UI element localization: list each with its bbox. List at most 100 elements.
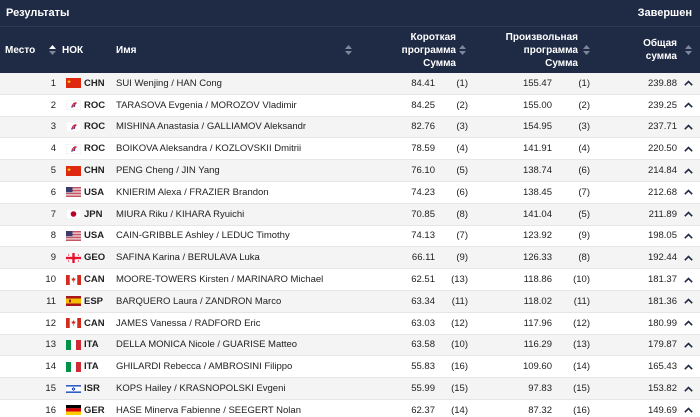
column-header-short-program[interactable]: Короткая программа Сумма	[355, 27, 456, 73]
chevron-up-icon[interactable]	[677, 167, 700, 174]
short-program-rank: (11)	[451, 295, 468, 307]
table-row[interactable]: 15 ISR KOPS Hailey / KRASNOPOLSKI Evgeni…	[0, 378, 700, 400]
short-program-score: 84.25	[411, 99, 435, 111]
column-header-total[interactable]: Общая сумма	[594, 27, 677, 73]
chevron-up-icon[interactable]	[677, 146, 700, 152]
athlete-name[interactable]: KNIERIM Alexa / FRAZIER Brandon	[116, 186, 269, 198]
athlete-name[interactable]: MOORE-TOWERS Kirsten / MARINARO Michael	[116, 274, 324, 286]
free-program-rank: (1)	[578, 77, 590, 89]
chevron-up-icon[interactable]	[677, 233, 700, 239]
table-row[interactable]: 4 ROC BOIKOVA Aleksandra / KOZLOVSKII Dm…	[0, 138, 700, 161]
athlete-name[interactable]: GHILARDI Rebecca / AMBROSINI Filippo	[116, 361, 293, 373]
short-program-rank: (13)	[451, 274, 468, 286]
athlete-name[interactable]: JAMES Vanessa / RADFORD Eric	[116, 317, 261, 329]
athlete-name[interactable]: MIURA Riku / KIHARA Ryuichi	[116, 208, 245, 220]
sort-arrows-icon[interactable]	[458, 45, 466, 55]
rank-cell: 8	[50, 230, 56, 242]
chevron-up-icon[interactable]	[677, 124, 700, 130]
short-program-score: 63.34	[411, 295, 435, 307]
athlete-name[interactable]: SAFINA Karina / BERULAVA Luka	[116, 252, 260, 264]
chevron-up-icon[interactable]	[677, 102, 700, 108]
free-program-score: 141.04	[522, 208, 552, 220]
short-program-rank: (14)	[451, 404, 468, 416]
sort-arrows-icon[interactable]	[345, 45, 352, 55]
athlete-name[interactable]: TARASOVA Evgenia / MOROZOV Vladimir	[116, 99, 297, 111]
table-row[interactable]: 11 ESP BARQUERO Laura / ZANDRON Marco 63…	[0, 290, 700, 313]
table-row[interactable]: 7 JPN MIURA Riku / KIHARA Ryuichi 70.85 …	[0, 203, 700, 226]
free-program-sort[interactable]	[578, 27, 594, 73]
table-row[interactable]: 9 GEO SAFINA Karina / BERULAVA Luka 66.1…	[0, 247, 700, 270]
chevron-up-icon[interactable]	[677, 211, 700, 217]
short-program-score: 84.41	[411, 77, 435, 89]
noc-cell: GEO	[58, 252, 110, 263]
short-program-score: 55.99	[411, 383, 435, 395]
chevron-up-icon[interactable]	[677, 385, 700, 392]
chevron-up-icon[interactable]	[677, 255, 700, 261]
free-program-score: 109.60	[522, 361, 552, 373]
rank-cell: 12	[45, 317, 56, 329]
table-row[interactable]: 2 ROC TARASOVA Evgenia / MOROZOV Vladimi…	[0, 94, 700, 117]
sort-arrows-icon[interactable]	[49, 45, 56, 55]
free-program-score: 116.29	[523, 339, 552, 351]
noc-cell: ESP	[58, 296, 110, 307]
table-row[interactable]: 14 ITA GHILARDI Rebecca / AMBROSINI Fili…	[0, 356, 700, 379]
athlete-name[interactable]: KOPS Hailey / KRASNOPOLSKI Evgeni	[116, 383, 286, 395]
free-program-score: 138.45	[522, 186, 552, 198]
table-row[interactable]: 8 USA CAIN-GRIBBLE Ashley / LEDUC Timoth…	[0, 225, 700, 248]
results-table-body: 1 CHN SUI Wenjing / HAN Cong 84.41 (1) 1…	[0, 73, 700, 417]
short-program-score: 55.83	[411, 361, 435, 373]
short-program-score: 62.37	[411, 404, 435, 416]
table-row[interactable]: 12 CAN JAMES Vanessa / RADFORD Eric 63.0…	[0, 312, 700, 335]
roc-flag-icon	[66, 121, 81, 132]
chevron-up-icon[interactable]	[677, 276, 700, 283]
total-sort[interactable]	[677, 27, 700, 73]
athlete-name[interactable]: BOIKOVA Aleksandra / KOZLOVSKII Dmitrii	[116, 143, 302, 155]
total-label-1: Общая	[643, 38, 677, 49]
noc-code: USA	[84, 186, 105, 198]
chevron-up-icon[interactable]	[677, 298, 700, 305]
short-program-rank: (1)	[456, 77, 468, 89]
chevron-up-icon[interactable]	[677, 80, 700, 87]
athlete-name[interactable]: PENG Cheng / JIN Yang	[116, 165, 220, 177]
noc-cell: ROC	[58, 100, 110, 111]
short-program-sort[interactable]	[456, 27, 468, 73]
table-row[interactable]: 13 ITA DELLA MONICA Nicole / GUARISE Mat…	[0, 334, 700, 357]
chevron-up-icon[interactable]	[677, 342, 700, 348]
free-program-rank: (6)	[578, 165, 590, 177]
column-header-rank[interactable]: Место	[0, 27, 58, 73]
athlete-name[interactable]: SUI Wenjing / HAN Cong	[116, 77, 222, 89]
column-header-noc[interactable]: НОК	[58, 27, 110, 73]
column-header-name[interactable]: Имя	[110, 27, 355, 73]
free-program-rank: (14)	[573, 361, 590, 373]
free-program-rank: (11)	[573, 295, 590, 307]
sort-arrows-icon[interactable]	[582, 45, 590, 55]
noc-code: CAN	[84, 317, 105, 329]
table-row[interactable]: 3 ROC MISHINA Anastasia / GALLIAMOV Alek…	[0, 116, 700, 139]
chevron-up-icon[interactable]	[677, 407, 700, 414]
roc-flag-icon	[66, 143, 81, 154]
short-program-score: 63.58	[411, 339, 435, 351]
table-row[interactable]: 10 CAN MOORE-TOWERS Kirsten / MARINARO M…	[0, 269, 700, 291]
chevron-up-icon[interactable]	[677, 364, 700, 370]
short-program-score: 74.23	[411, 186, 435, 198]
table-row[interactable]: 6 USA KNIERIM Alexa / FRAZIER Brandon 74…	[0, 181, 700, 204]
table-row[interactable]: 1 CHN SUI Wenjing / HAN Cong 84.41 (1) 1…	[0, 73, 700, 95]
noc-cell: ISR	[58, 383, 110, 394]
athlete-name[interactable]: BARQUERO Laura / ZANDRON Marco	[116, 295, 282, 307]
short-program-score: 74.13	[411, 230, 435, 242]
ger-flag-icon	[66, 405, 81, 416]
column-header-free-program[interactable]: Произвольная программа Сумма	[468, 27, 578, 73]
sort-arrows-icon[interactable]	[685, 45, 692, 55]
rank-cell: 1	[50, 77, 56, 89]
noc-code: ISR	[84, 383, 100, 395]
table-row[interactable]: 16 GER HASE Minerva Fabienne / SEEGERT N…	[0, 399, 700, 417]
chevron-up-icon[interactable]	[677, 320, 700, 326]
table-row[interactable]: 5 CHN PENG Cheng / JIN Yang 76.10 (5) 13…	[0, 160, 700, 182]
athlete-name[interactable]: DELLA MONICA Nicole / GUARISE Matteo	[116, 339, 298, 351]
athlete-name[interactable]: HASE Minerva Fabienne / SEEGERT Nolan	[116, 404, 301, 416]
short-program-rank: (12)	[451, 317, 468, 329]
chn-flag-icon	[66, 165, 81, 176]
chevron-up-icon[interactable]	[677, 189, 700, 196]
athlete-name[interactable]: MISHINA Anastasia / GALLIAMOV Aleksandr	[116, 121, 307, 133]
athlete-name[interactable]: CAIN-GRIBBLE Ashley / LEDUC Timothy	[116, 230, 290, 242]
